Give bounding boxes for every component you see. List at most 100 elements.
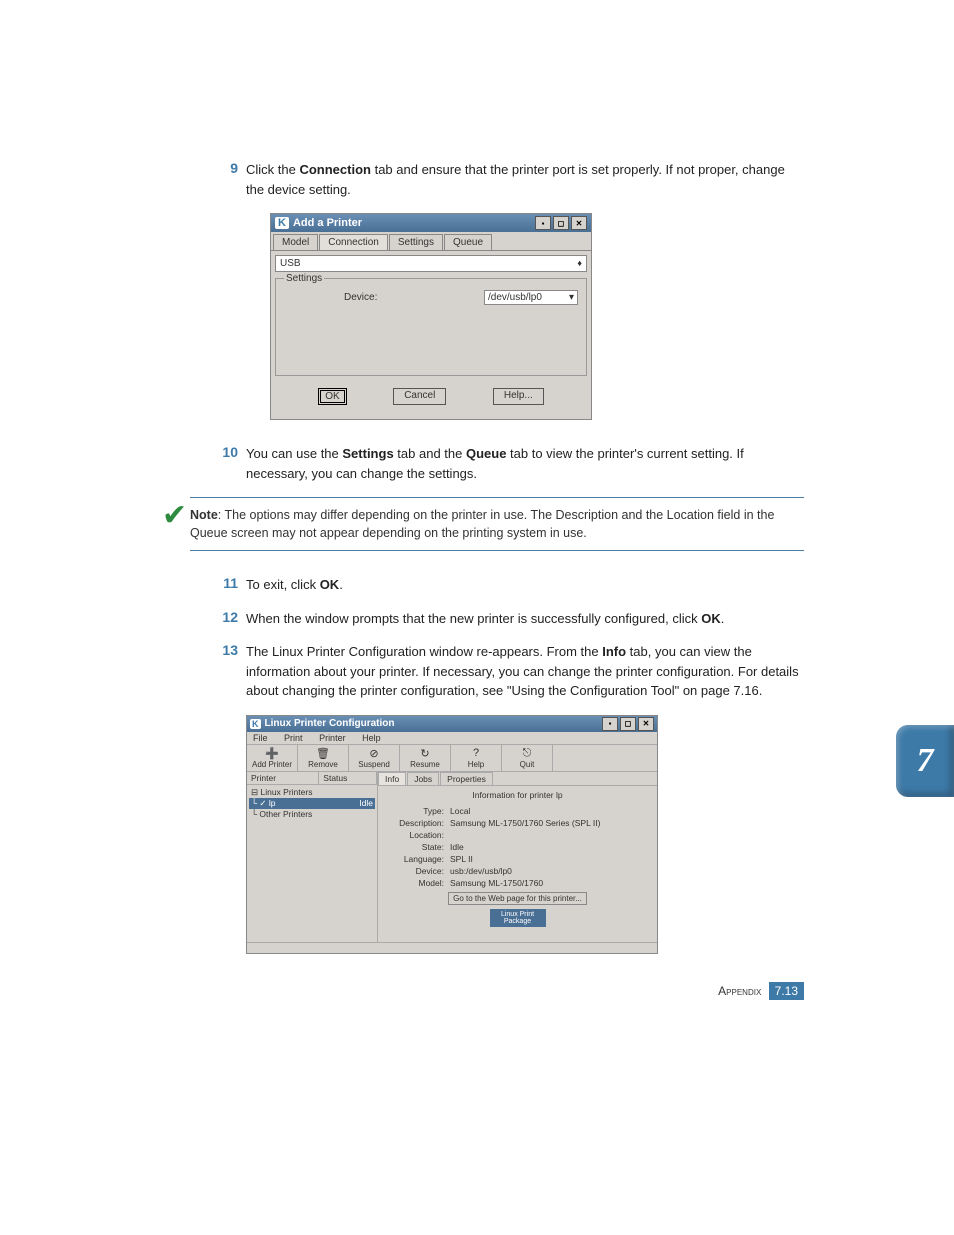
combo-value: USB: [280, 258, 301, 269]
text: You can use the: [246, 446, 342, 461]
page-footer: Appendix 7.13: [210, 984, 804, 998]
info-row: Location:: [384, 830, 651, 840]
step-text: When the window prompts that the new pri…: [246, 609, 804, 629]
info-row: Device:usb:/dev/usb/lp0: [384, 866, 651, 876]
tab-properties[interactable]: Properties: [440, 772, 493, 785]
help-button[interactable]: Help...: [493, 388, 544, 405]
step-text: Click the Connection tab and ensure that…: [246, 160, 804, 199]
tree-row[interactable]: └ Other Printers: [249, 809, 375, 819]
info-value: usb:/dev/usb/lp0: [450, 866, 651, 876]
toolbar-suspend-button[interactable]: ⊘Suspend: [349, 745, 400, 771]
col-status: Status: [319, 772, 377, 784]
close-icon[interactable]: ✕: [571, 216, 587, 230]
info-label: Language:: [384, 854, 450, 864]
info-row: Model:Samsung ML-1750/1760: [384, 878, 651, 888]
device-label: Device:: [284, 292, 484, 303]
info-row: Type:Local: [384, 806, 651, 816]
menu-file[interactable]: File: [253, 733, 268, 743]
linux-print-package-logo: Linux Print Package: [490, 909, 546, 927]
tab-queue[interactable]: Queue: [444, 234, 492, 250]
step-number: 9: [210, 160, 246, 199]
note-label: Note: [190, 508, 218, 522]
tree-row[interactable]: └ ✓ lpIdle: [249, 798, 375, 809]
info-title: Information for printer lp: [384, 790, 651, 800]
step-11: 11 To exit, click OK.: [210, 575, 804, 595]
close-icon[interactable]: ✕: [638, 717, 654, 731]
bold: Info: [602, 644, 626, 659]
info-label: Model:: [384, 878, 450, 888]
ok-button[interactable]: OK: [318, 388, 346, 405]
window-title: Linux Printer Configuration: [265, 718, 395, 729]
menu-help[interactable]: Help: [362, 733, 381, 743]
minimize-icon[interactable]: ▪: [602, 717, 618, 731]
text: Click the: [246, 162, 299, 177]
cancel-button[interactable]: Cancel: [393, 388, 446, 405]
toolbar-label: Quit: [520, 760, 535, 769]
bold: OK: [701, 611, 721, 626]
settings-fieldset: Settings Device: /dev/usb/lp0 ▾: [275, 278, 587, 376]
bold: Settings: [342, 446, 393, 461]
bold: OK: [320, 577, 340, 592]
info-label: Location:: [384, 830, 450, 840]
note-block: ✔ Note: The options may differ depending…: [190, 497, 804, 551]
toolbar-label: Remove: [308, 760, 338, 769]
text: .: [339, 577, 343, 592]
minimize-icon[interactable]: ▪: [535, 216, 551, 230]
toolbar-icon: ➕: [265, 747, 279, 759]
text: .: [721, 611, 725, 626]
step-12: 12 When the window prompts that the new …: [210, 609, 804, 629]
info-row: Description:Samsung ML-1750/1760 Series …: [384, 818, 651, 828]
menu-printer[interactable]: Printer: [319, 733, 346, 743]
tab-model[interactable]: Model: [273, 234, 318, 250]
col-printer: Printer: [247, 772, 319, 784]
tab-info[interactable]: Info: [378, 772, 406, 785]
chapter-tab: 7: [896, 725, 954, 797]
toolbar-icon: ↻: [420, 747, 429, 759]
menu-print[interactable]: Print: [284, 733, 303, 743]
maximize-icon[interactable]: ◻: [620, 717, 636, 731]
step-text: You can use the Settings tab and the Que…: [246, 444, 804, 483]
toolbar-label: Add Printer: [252, 760, 292, 769]
window-title: Add a Printer: [293, 217, 362, 229]
tab-settings[interactable]: Settings: [389, 234, 443, 250]
bold: Connection: [299, 162, 371, 177]
step-text: The Linux Printer Configuration window r…: [246, 642, 804, 701]
text: To exit, click: [246, 577, 320, 592]
device-value: /dev/usb/lp0: [488, 292, 542, 303]
info-value: SPL II: [450, 854, 651, 864]
connection-type-combo[interactable]: USB ♦: [275, 255, 587, 272]
device-combo[interactable]: /dev/usb/lp0 ▾: [484, 290, 578, 305]
step-number: 10: [210, 444, 246, 483]
toolbar-icon: ⎋: [523, 747, 532, 759]
info-label: Description:: [384, 818, 450, 828]
printer-tree: Printer Status ⊟ Linux Printers └ ✓ lpId…: [247, 772, 378, 942]
statusbar: [247, 942, 657, 953]
linux-printer-config-dialog: K Linux Printer Configuration ▪ ◻ ✕ File…: [246, 715, 804, 954]
checkmark-icon: ✔: [162, 494, 187, 538]
tabs: Model Connection Settings Queue: [271, 232, 591, 251]
toolbar-help-button[interactable]: ?Help: [451, 745, 502, 771]
info-label: State:: [384, 842, 450, 852]
toolbar-remove-button[interactable]: 🗑Remove: [298, 745, 349, 771]
info-value: Idle: [450, 842, 651, 852]
tree-row[interactable]: ⊟ Linux Printers: [249, 787, 375, 798]
go-to-web-button[interactable]: Go to the Web page for this printer...: [448, 892, 587, 905]
tab-jobs[interactable]: Jobs: [407, 772, 439, 785]
toolbar-label: Help: [468, 760, 484, 769]
toolbar-quit-button[interactable]: ⎋Quit: [502, 745, 553, 771]
k-icon: K: [275, 217, 289, 229]
toolbar-resume-button[interactable]: ↻Resume: [400, 745, 451, 771]
titlebar: K Add a Printer ▪ ◻ ✕: [271, 214, 591, 232]
maximize-icon[interactable]: ◻: [553, 216, 569, 230]
step-9: 9 Click the Connection tab and ensure th…: [210, 160, 804, 199]
toolbar-add-printer-button[interactable]: ➕Add Printer: [247, 745, 298, 771]
toolbar-label: Resume: [410, 760, 440, 769]
tab-connection[interactable]: Connection: [319, 234, 388, 250]
tree-label: └ ✓ lp: [251, 798, 275, 809]
toolbar: ➕Add Printer🗑Remove⊘Suspend↻Resume?Help⎋…: [247, 745, 657, 772]
info-label: Device:: [384, 866, 450, 876]
chevron-updown-icon: ♦: [577, 258, 582, 269]
info-value: Samsung ML-1750/1760: [450, 878, 651, 888]
page-number: 7.13: [769, 982, 804, 1000]
text: tab and the: [394, 446, 466, 461]
